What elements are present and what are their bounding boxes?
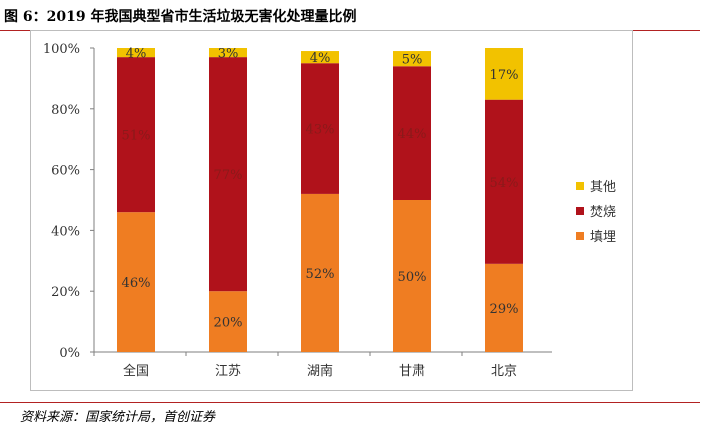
x-tick-label: 湖南 xyxy=(307,363,333,379)
bar-segment-其他 xyxy=(117,48,155,58)
x-tick-label: 北京 xyxy=(491,364,517,379)
bar-segment-其他 xyxy=(393,51,431,67)
data-label: 50% xyxy=(398,270,427,285)
y-tick-label: 100% xyxy=(43,42,80,57)
y-tick-label: 80% xyxy=(51,103,80,118)
bars: 46% 51% 4% 20% 77% 3% 52% 43% 4% 50% 44% 5% 29% 54% 17… xyxy=(117,47,523,352)
data-label: 46% xyxy=(122,276,151,291)
chart-frame xyxy=(30,30,633,391)
x-tick-label: 甘肃 xyxy=(399,364,425,379)
legend-label: 其他 xyxy=(590,180,616,195)
legend-label: 填埋 xyxy=(590,230,616,245)
data-label: 77% xyxy=(214,168,243,183)
data-label: 4% xyxy=(310,51,331,66)
data-label: 17% xyxy=(490,68,519,83)
bar-segment-填埋 xyxy=(301,193,339,352)
bar-segment-焚烧 xyxy=(485,99,523,264)
legend-swatch xyxy=(576,207,584,215)
y-tick-label: 0% xyxy=(59,346,80,361)
legend-label: 焚烧 xyxy=(590,205,616,220)
chart-title: 图 6：2019 年我国典型省市生活垃圾无害化处理量比例 xyxy=(4,9,357,25)
data-label: 51% xyxy=(122,129,151,144)
bar-segment-焚烧 xyxy=(301,63,339,194)
data-label: 5% xyxy=(402,53,423,68)
x-tick-label: 江苏 xyxy=(215,363,241,379)
bar-segment-填埋 xyxy=(393,200,431,352)
legend-swatch xyxy=(576,232,584,240)
bar-segment-焚烧 xyxy=(209,57,247,292)
data-label: 52% xyxy=(306,267,335,282)
x-tick-label: 全国 xyxy=(123,363,149,379)
data-label: 44% xyxy=(398,127,427,142)
axes: 0% 20% 40% 60% 80% 100% 全国 江苏 湖南 甘肃 北京 xyxy=(43,42,552,379)
legend-swatch xyxy=(576,182,584,190)
data-label: 4% xyxy=(126,47,147,62)
bar-segment-填埋 xyxy=(209,291,247,352)
data-label: 43% xyxy=(306,123,335,138)
bar-segment-其他 xyxy=(209,48,247,58)
data-label: 29% xyxy=(490,302,519,317)
data-label: 3% xyxy=(218,47,239,62)
bar-segment-焚烧 xyxy=(117,57,155,213)
data-label: 20% xyxy=(214,316,243,331)
bar-segment-填埋 xyxy=(485,263,523,352)
data-label: 54% xyxy=(490,176,519,191)
y-tick-label: 40% xyxy=(51,224,80,239)
source-note: 资料来源：国家统计局，首创证券 xyxy=(20,410,216,425)
bar-segment-其他 xyxy=(301,51,339,64)
bar-segment-填埋 xyxy=(117,212,155,352)
y-tick-label: 60% xyxy=(51,164,80,179)
bottom-rule xyxy=(0,402,700,403)
y-tick-label: 20% xyxy=(51,285,80,300)
bar-segment-其他 xyxy=(485,48,523,100)
bar-segment-焚烧 xyxy=(393,66,431,201)
